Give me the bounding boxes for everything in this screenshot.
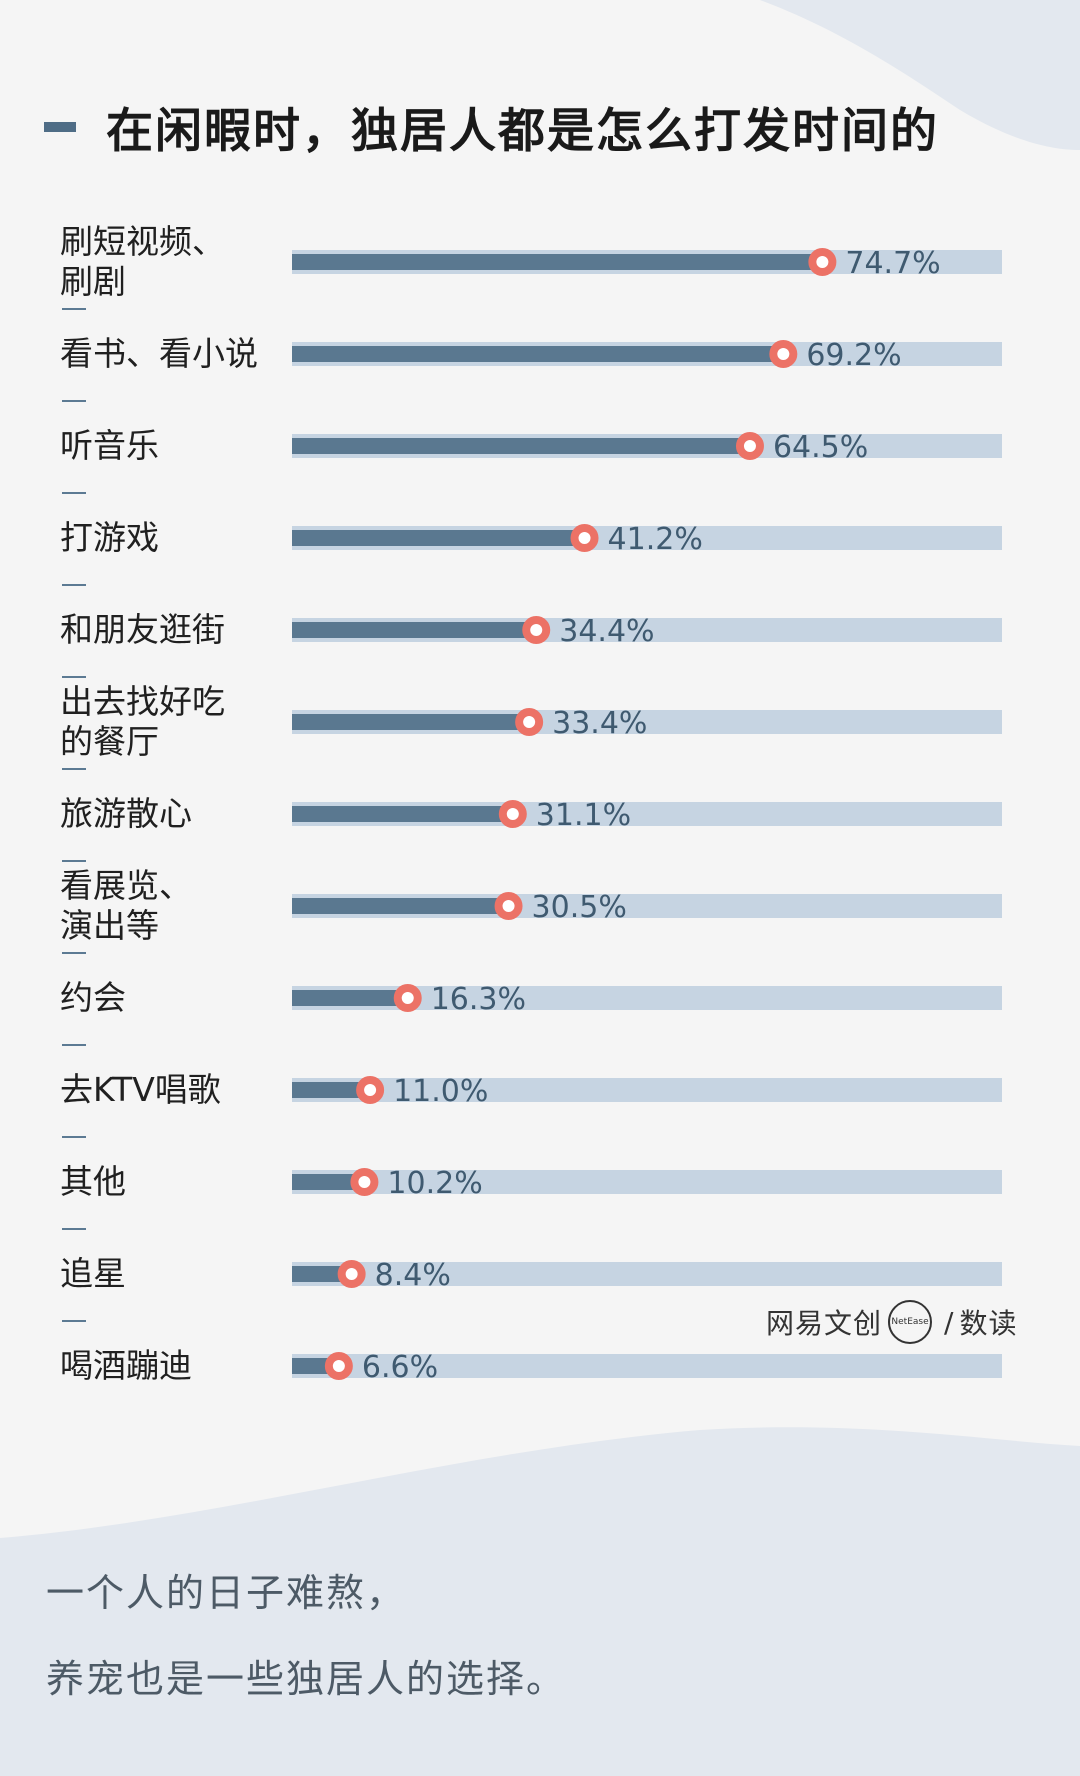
bar (292, 1082, 371, 1098)
row-separator (62, 1320, 86, 1322)
category-label: 看展览、 演出等 (60, 866, 192, 945)
row-separator (62, 308, 86, 310)
row-separator (62, 1044, 86, 1046)
logo-slash: / (944, 1305, 954, 1339)
value-label: 16.3% (431, 982, 526, 1017)
value-label: 6.6% (362, 1350, 438, 1385)
bar (292, 714, 530, 730)
value-label: 33.4% (552, 706, 647, 741)
category-label: 其他 (60, 1162, 126, 1201)
value-label: 74.7% (845, 246, 940, 281)
bar-track (292, 1078, 1002, 1102)
bar-end-marker (570, 524, 599, 552)
bar-end-marker (498, 800, 527, 828)
bar (292, 990, 408, 1006)
chart-title-block: 在闲暇时，独居人都是怎么打发时间的 (44, 92, 939, 161)
bar-end-marker (356, 1076, 385, 1104)
bar-end-marker (808, 248, 837, 276)
bar (292, 806, 513, 822)
row-separator (62, 952, 86, 954)
value-label: 11.0% (393, 1074, 488, 1109)
bar-end-marker (769, 340, 798, 368)
category-label: 旅游散心 (60, 794, 192, 833)
bar-end-marker (515, 708, 544, 736)
bar (292, 1174, 365, 1190)
category-label: 约会 (60, 978, 126, 1017)
netease-circle-icon: NetEase (888, 1300, 933, 1344)
bar (292, 438, 750, 454)
value-label: 41.2% (608, 522, 703, 557)
brand-logo: 网易文创 NetEase / 数读 (766, 1300, 1017, 1344)
logo-text-right: 数读 (959, 1307, 1018, 1340)
value-label: 34.4% (559, 614, 654, 649)
bar-end-marker (393, 984, 422, 1012)
category-label: 喝酒蹦迪 (60, 1346, 192, 1385)
bar-track (292, 1170, 1002, 1194)
bar (292, 898, 509, 914)
row-separator (62, 860, 86, 862)
value-label: 8.4% (375, 1258, 451, 1293)
bar (292, 254, 823, 270)
row-separator (62, 676, 86, 678)
value-label: 30.5% (532, 890, 627, 925)
row-separator (62, 768, 86, 770)
logo-text-left: 网易文创 (766, 1307, 883, 1340)
row-separator (62, 1136, 86, 1138)
chart-title: 在闲暇时，独居人都是怎么打发时间的 (106, 104, 939, 159)
category-label: 打游戏 (60, 518, 159, 557)
bar-end-marker (735, 432, 764, 460)
bar-end-marker (494, 892, 523, 920)
title-dash (44, 121, 76, 132)
bar-end-marker (522, 616, 551, 644)
footer-text: 一个人的日子难熬， 养宠也是一些独居人的选择。 (46, 1550, 566, 1722)
category-label: 去KTV唱歌 (60, 1070, 221, 1109)
bar-track (292, 1354, 1002, 1378)
value-label: 31.1% (536, 798, 631, 833)
category-label: 追星 (60, 1254, 126, 1293)
bar (292, 530, 585, 546)
value-label: 10.2% (387, 1166, 482, 1201)
row-separator (62, 400, 86, 402)
category-label: 出去找好吃 的餐厅 (60, 682, 225, 761)
row-separator (62, 1228, 86, 1230)
row-separator (62, 492, 86, 494)
row-separator (62, 584, 86, 586)
footer-line-1: 一个人的日子难熬， (46, 1571, 407, 1615)
bar-end-marker (337, 1260, 366, 1288)
category-label: 看书、看小说 (60, 334, 258, 373)
bar-track (292, 1262, 1002, 1286)
footer-line-2: 养宠也是一些独居人的选择。 (46, 1657, 567, 1701)
category-label: 和朋友逛街 (60, 610, 225, 649)
bar (292, 622, 537, 638)
bar (292, 346, 784, 362)
value-label: 69.2% (806, 338, 901, 373)
bar-end-marker (324, 1352, 353, 1380)
value-label: 64.5% (773, 430, 868, 465)
category-label: 刷短视频、 刷剧 (60, 222, 225, 301)
category-label: 听音乐 (60, 426, 159, 465)
bar (292, 1266, 352, 1282)
bar-end-marker (350, 1168, 379, 1196)
